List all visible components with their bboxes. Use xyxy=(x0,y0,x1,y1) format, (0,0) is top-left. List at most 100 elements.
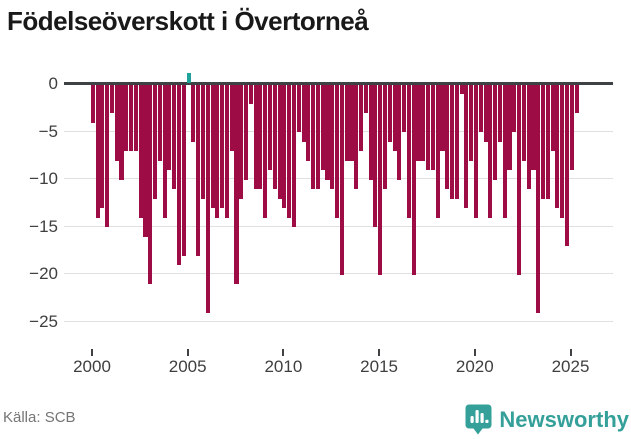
bar xyxy=(517,84,522,275)
bar xyxy=(430,84,435,171)
bar xyxy=(272,84,277,190)
bar xyxy=(239,84,244,199)
bar xyxy=(153,84,158,199)
bar xyxy=(502,84,507,218)
y-axis-tick-label: −10 xyxy=(29,169,58,189)
bar xyxy=(176,84,182,266)
bar xyxy=(368,84,373,180)
source-caption: Källa: SCB xyxy=(3,409,76,426)
bar xyxy=(339,84,344,275)
bar xyxy=(536,84,541,313)
bar xyxy=(258,84,263,190)
bar xyxy=(550,84,555,152)
x-axis-tick-label: 2010 xyxy=(264,357,303,376)
bar xyxy=(263,84,268,218)
bar xyxy=(397,84,402,180)
chart-title: Födelseöverskott i Övertorneå xyxy=(7,6,369,36)
bar xyxy=(186,73,191,83)
bar xyxy=(244,84,249,180)
bar xyxy=(277,84,282,199)
bar xyxy=(296,84,301,133)
bar xyxy=(119,84,124,180)
bar xyxy=(311,84,316,190)
bar xyxy=(330,84,335,190)
bar xyxy=(426,84,431,171)
x-axis-tick xyxy=(378,349,381,356)
bar xyxy=(526,84,531,190)
bar xyxy=(325,84,330,180)
bar xyxy=(306,84,311,161)
x-axis-tick xyxy=(282,349,285,356)
newsworthy-badge-icon xyxy=(465,404,492,435)
gridline xyxy=(64,321,613,322)
x-axis-tick xyxy=(473,349,476,356)
bar xyxy=(167,84,172,171)
bar xyxy=(162,84,167,218)
bar xyxy=(416,84,421,161)
bar xyxy=(445,84,450,190)
bar xyxy=(488,84,493,218)
bar xyxy=(469,84,474,161)
bar xyxy=(411,84,416,275)
bar xyxy=(435,84,440,218)
bar xyxy=(382,84,388,190)
bar xyxy=(114,84,119,161)
bar xyxy=(205,84,210,313)
bar xyxy=(507,84,512,171)
bar xyxy=(220,84,225,209)
bar xyxy=(421,84,426,161)
bar xyxy=(253,84,258,190)
bar xyxy=(473,84,479,218)
bar xyxy=(181,84,186,256)
bar xyxy=(363,84,368,114)
x-axis-tick-label: 2000 xyxy=(73,357,111,376)
bar xyxy=(196,84,201,256)
bar xyxy=(569,84,574,171)
bar xyxy=(172,84,177,190)
bar xyxy=(248,84,253,104)
bar xyxy=(531,84,536,171)
bar xyxy=(497,84,502,142)
bar xyxy=(224,84,229,218)
bar xyxy=(344,84,349,161)
x-axis-tick-label: 2020 xyxy=(455,357,494,376)
bar xyxy=(210,84,215,209)
bar xyxy=(440,84,445,152)
x-axis-tick xyxy=(91,349,93,356)
bar xyxy=(478,84,483,133)
bar xyxy=(402,84,407,133)
y-axis-tick-label: 0 xyxy=(48,74,58,93)
x-axis-tick xyxy=(569,349,572,356)
bar xyxy=(129,84,134,152)
y-axis-tick-label: −5 xyxy=(38,121,58,141)
bar xyxy=(555,84,560,209)
gridline xyxy=(64,225,613,227)
bar xyxy=(349,84,354,161)
bar xyxy=(267,84,273,171)
bar xyxy=(574,84,579,114)
bar xyxy=(100,84,105,209)
bar xyxy=(215,84,220,218)
bar xyxy=(320,84,325,171)
bar xyxy=(335,84,340,218)
bar xyxy=(301,84,306,142)
bar xyxy=(229,84,234,152)
gridline xyxy=(64,273,613,275)
bar xyxy=(454,84,459,199)
bar xyxy=(191,84,196,142)
bar xyxy=(95,84,100,218)
bar xyxy=(105,84,110,228)
bar xyxy=(560,84,565,218)
bar xyxy=(512,84,517,133)
bar xyxy=(200,84,205,199)
bar xyxy=(291,84,297,228)
bar xyxy=(315,84,320,190)
y-axis-tick-label: −25 xyxy=(29,312,58,331)
zero-axis-line xyxy=(64,81,613,85)
bar xyxy=(541,84,546,199)
bar xyxy=(392,84,397,152)
bar xyxy=(387,84,392,142)
y-axis-tick-label: −15 xyxy=(29,216,58,236)
bar xyxy=(234,84,239,285)
bar xyxy=(109,84,114,114)
